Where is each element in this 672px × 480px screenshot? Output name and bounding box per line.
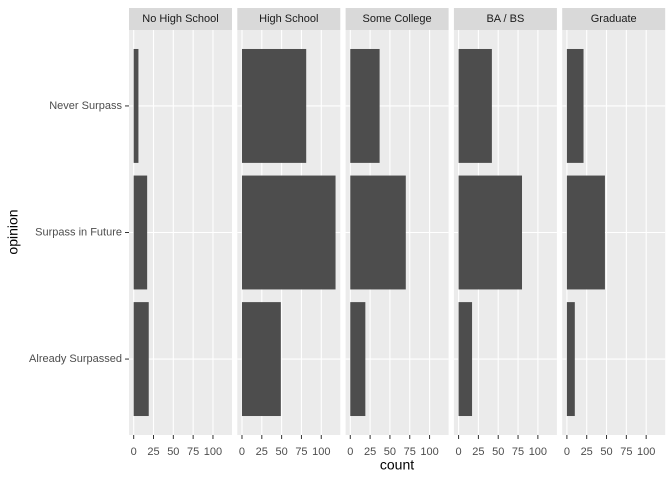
x-tick-label: 50 [275, 446, 287, 458]
x-tick-label: 0 [564, 446, 570, 458]
x-tick-label: 50 [167, 446, 179, 458]
x-tick-label: 25 [581, 446, 593, 458]
bar [350, 175, 406, 290]
y-tick-label: Already Surpassed [29, 353, 122, 365]
x-tick-label: 0 [239, 446, 245, 458]
bar [458, 175, 523, 290]
strip-label: Some College [363, 13, 432, 25]
strip-label: High School [259, 13, 318, 25]
bar [241, 175, 336, 290]
x-tick-label: 50 [492, 446, 504, 458]
x-tick-label: 0 [347, 446, 353, 458]
strip [562, 8, 666, 30]
strip [453, 8, 557, 30]
bar [241, 48, 307, 163]
x-tick-label: 75 [187, 446, 199, 458]
bar [133, 175, 148, 290]
y-axis-title: opinion [5, 209, 21, 254]
x-tick-label: 25 [256, 446, 268, 458]
y-tick-label: Never Surpass [49, 100, 122, 112]
strip [129, 8, 232, 30]
x-tick-label: 50 [384, 446, 396, 458]
x-tick-label: 0 [131, 446, 137, 458]
strip-label: Graduate [591, 13, 637, 25]
x-tick-label: 75 [512, 446, 524, 458]
x-tick-label: 25 [147, 446, 159, 458]
bar [458, 302, 473, 417]
strip [237, 8, 341, 30]
x-tick-label: 75 [295, 446, 307, 458]
bar [566, 302, 575, 417]
x-tick-label: 50 [600, 446, 612, 458]
bar [133, 48, 139, 163]
bar [350, 302, 366, 417]
x-tick-label: 100 [204, 446, 222, 458]
x-tick-label: 100 [637, 446, 655, 458]
x-tick-label: 75 [404, 446, 416, 458]
x-tick-label: 100 [420, 446, 438, 458]
bar [133, 302, 149, 417]
strip-label: BA / BS [486, 13, 524, 25]
x-tick-label: 100 [529, 446, 547, 458]
strip [345, 8, 449, 30]
bar [241, 302, 281, 417]
bar [566, 48, 584, 163]
x-tick-label: 25 [364, 446, 376, 458]
y-tick-label: Surpass in Future [35, 226, 122, 238]
bar [458, 48, 492, 163]
x-axis-title: count [380, 457, 414, 473]
x-tick-label: 75 [620, 446, 632, 458]
bar [350, 48, 380, 163]
x-tick-label: 25 [472, 446, 484, 458]
bar [566, 175, 605, 290]
x-tick-label: 100 [312, 446, 330, 458]
strip-label: No High School [142, 13, 218, 25]
x-tick-label: 0 [456, 446, 462, 458]
